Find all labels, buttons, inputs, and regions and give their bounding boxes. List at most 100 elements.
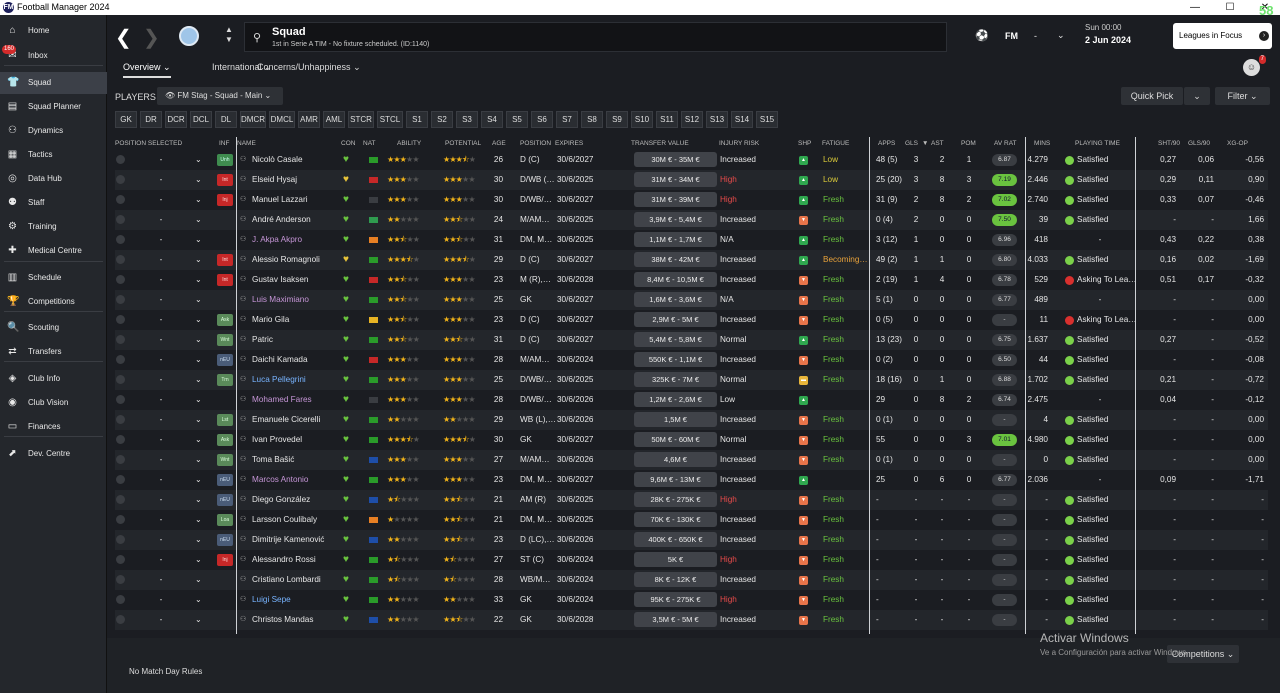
select-checkbox[interactable]: [116, 455, 125, 464]
position-filter-dcr[interactable]: DCR: [165, 111, 187, 128]
position-filter-s7[interactable]: S7: [556, 111, 578, 128]
position-filter-s6[interactable]: S6: [531, 111, 553, 128]
position-selected-dash[interactable]: -: [159, 235, 163, 244]
sidebar-item-dynamics[interactable]: ⚇ Dynamics: [0, 120, 107, 142]
player-name[interactable]: Marcos Antonio: [252, 475, 309, 484]
position-selected-dash[interactable]: -: [159, 555, 163, 564]
transfer-value[interactable]: 550K € - 1,1M €: [634, 352, 717, 367]
position-filter-stcl[interactable]: STCL: [377, 111, 403, 128]
transfer-value[interactable]: 31M € - 34M €: [634, 172, 717, 187]
position-selected-dash[interactable]: -: [159, 275, 163, 284]
column-header-fatigue[interactable]: FATIGUE: [822, 140, 850, 147]
position-filter-gk[interactable]: GK: [115, 111, 137, 128]
leagues-in-focus-button[interactable]: Leagues in Focus ›: [1173, 23, 1272, 49]
column-header-apps[interactable]: APPS: [878, 140, 896, 147]
position-filter-s3[interactable]: S3: [456, 111, 478, 128]
position-filter-aml[interactable]: AML: [323, 111, 345, 128]
view-selector[interactable]: 👁 FM Stag - Squad - Main ⌄: [157, 87, 283, 105]
sidebar-item-transfers[interactable]: ⇄ Transfers: [0, 341, 107, 363]
chevron-down-icon[interactable]: ⌄: [195, 475, 202, 484]
quick-pick-button[interactable]: Quick Pick: [1121, 87, 1183, 105]
table-row[interactable]: - ⌄ ⚇ J. Akpa Akpro ♥ ★★⯪★★ ★★⯪★★ 31 DM, M… 30/6/…: [115, 230, 1268, 250]
sidebar-item-training[interactable]: ⚙ Training: [0, 216, 107, 238]
player-name[interactable]: Gustav Isaksen: [252, 275, 309, 284]
transfer-value[interactable]: 8,4M € - 10,5M €: [634, 272, 717, 287]
table-row[interactable]: - ⌄ Int ⚇ Gustav Isaksen ♥ ★★⯪★★ ★★★★★ 23 M (R),……: [115, 270, 1268, 290]
table-row[interactable]: - ⌄ Ask ⚇ Ivan Provedel ♥ ★★★⯪★ ★★★⯪★ 30 GK 30/6/2…: [115, 430, 1268, 450]
select-checkbox[interactable]: [116, 615, 125, 624]
chevron-down-icon[interactable]: ⌄: [195, 155, 202, 164]
select-checkbox[interactable]: [116, 255, 125, 264]
position-selected-dash[interactable]: -: [159, 295, 163, 304]
position-filter-dcl[interactable]: DCL: [190, 111, 212, 128]
column-header-gls[interactable]: GLS: [905, 140, 919, 147]
position-filter-dmcr[interactable]: DMCR: [240, 111, 266, 128]
player-name[interactable]: Luis Maximiano: [252, 295, 309, 304]
select-checkbox[interactable]: [116, 435, 125, 444]
select-checkbox[interactable]: [116, 375, 125, 384]
select-checkbox[interactable]: [116, 535, 125, 544]
competitions-button[interactable]: Competitions ⌄: [1167, 645, 1239, 663]
transfer-value[interactable]: 5,4M € - 5,8M €: [634, 332, 717, 347]
column-header-shp[interactable]: SHP: [798, 140, 812, 147]
select-checkbox[interactable]: [116, 295, 125, 304]
search-box[interactable]: ⚲ Squad 1st in Serie A TIM - No fixture …: [244, 22, 947, 52]
select-checkbox[interactable]: [116, 155, 125, 164]
sidebar-item-club-vision[interactable]: ◉ Club Vision: [0, 392, 107, 414]
chevron-down-icon[interactable]: ⌄: [195, 555, 202, 564]
quick-pick-dropdown[interactable]: ⌄: [1184, 87, 1210, 105]
transfer-value[interactable]: 2,9M € - 5M €: [634, 312, 717, 327]
table-row[interactable]: - ⌄ ⚇ Luis Maximiano ♥ ★★⯪★★ ★★★★★ 25 GK 30/6/202…: [115, 290, 1268, 310]
position-filter-stcr[interactable]: STCR: [348, 111, 374, 128]
chevron-down-icon[interactable]: ⌄: [195, 335, 202, 344]
select-checkbox[interactable]: [116, 395, 125, 404]
column-header-inf[interactable]: INF: [219, 140, 230, 147]
transfer-value[interactable]: 30M € - 35M €: [634, 152, 717, 167]
transfer-value[interactable]: 38M € - 42M €: [634, 252, 717, 267]
position-selected-dash[interactable]: -: [159, 515, 163, 524]
sidebar-item-inbox[interactable]: ✉ Inbox 160: [0, 45, 107, 67]
maximize-button[interactable]: ☐: [1225, 2, 1235, 13]
select-checkbox[interactable]: [116, 275, 125, 284]
table-row[interactable]: - ⌄ Loa ⚇ Larsson Coulibaly ♥ ★★★★★ ★★⯪★★ 21 DM, …: [115, 510, 1268, 530]
position-selected-dash[interactable]: -: [159, 335, 163, 344]
player-name[interactable]: Alessandro Rossi: [252, 555, 316, 564]
column-header-injury[interactable]: INJURY RISK: [719, 140, 760, 147]
position-filter-s13[interactable]: S13: [706, 111, 728, 128]
table-row[interactable]: - ⌄ Inj ⚇ Alessandro Rossi ♥ ★⯪★★★ ★⯪★★★ 27 ST (C…: [115, 550, 1268, 570]
column-header-nat[interactable]: NAT: [363, 140, 376, 147]
position-selected-dash[interactable]: -: [159, 615, 163, 624]
position-selected-dash[interactable]: -: [159, 535, 163, 544]
sidebar-item-scouting[interactable]: 🔍 Scouting: [0, 317, 107, 339]
position-selected-dash[interactable]: -: [159, 495, 163, 504]
chevron-down-icon[interactable]: ⌄: [195, 215, 202, 224]
player-name[interactable]: Cristiano Lombardi: [252, 575, 321, 584]
select-checkbox[interactable]: [116, 515, 125, 524]
player-name[interactable]: Elseid Hysaj: [252, 175, 298, 184]
player-name[interactable]: Mohamed Fares: [252, 395, 312, 404]
position-selected-dash[interactable]: -: [159, 355, 163, 364]
position-filter-s2[interactable]: S2: [431, 111, 453, 128]
sidebar-item-finances[interactable]: ▭ Finances: [0, 416, 107, 438]
profile-icon[interactable]: ☺ 7: [1243, 55, 1266, 76]
sidebar-item-medical-centre[interactable]: ✚ Medical Centre: [0, 240, 107, 262]
position-filter-s4[interactable]: S4: [481, 111, 503, 128]
position-filter-s15[interactable]: S15: [756, 111, 778, 128]
position-selected-dash[interactable]: -: [159, 315, 163, 324]
tab-concerns[interactable]: Concerns/Unhappiness ⌄: [257, 62, 361, 72]
position-selected-dash[interactable]: -: [159, 195, 163, 204]
chevron-down-icon[interactable]: ⌄: [1057, 30, 1065, 40]
sidebar-item-staff[interactable]: ⚉ Staff: [0, 192, 107, 214]
position-selected-dash[interactable]: -: [159, 575, 163, 584]
manager-label[interactable]: FM: [1005, 31, 1018, 41]
select-checkbox[interactable]: [116, 555, 125, 564]
sidebar-item-squad[interactable]: 👕 Squad: [0, 72, 107, 94]
select-checkbox[interactable]: [116, 475, 125, 484]
position-selected-dash[interactable]: -: [159, 455, 163, 464]
table-row[interactable]: - ⌄ nEU ⚇ Dimitrije Kamenović ♥ ★★★★★ ★★⯪★★ 23 D …: [115, 530, 1268, 550]
column-header-expires[interactable]: EXPIRES: [555, 140, 584, 147]
chevron-down-icon[interactable]: ⌄: [195, 615, 202, 624]
transfer-value[interactable]: 70K € - 130K €: [634, 512, 717, 527]
sidebar-item-competitions[interactable]: 🏆 Competitions: [0, 291, 107, 313]
player-name[interactable]: Larsson Coulibaly: [252, 515, 318, 524]
